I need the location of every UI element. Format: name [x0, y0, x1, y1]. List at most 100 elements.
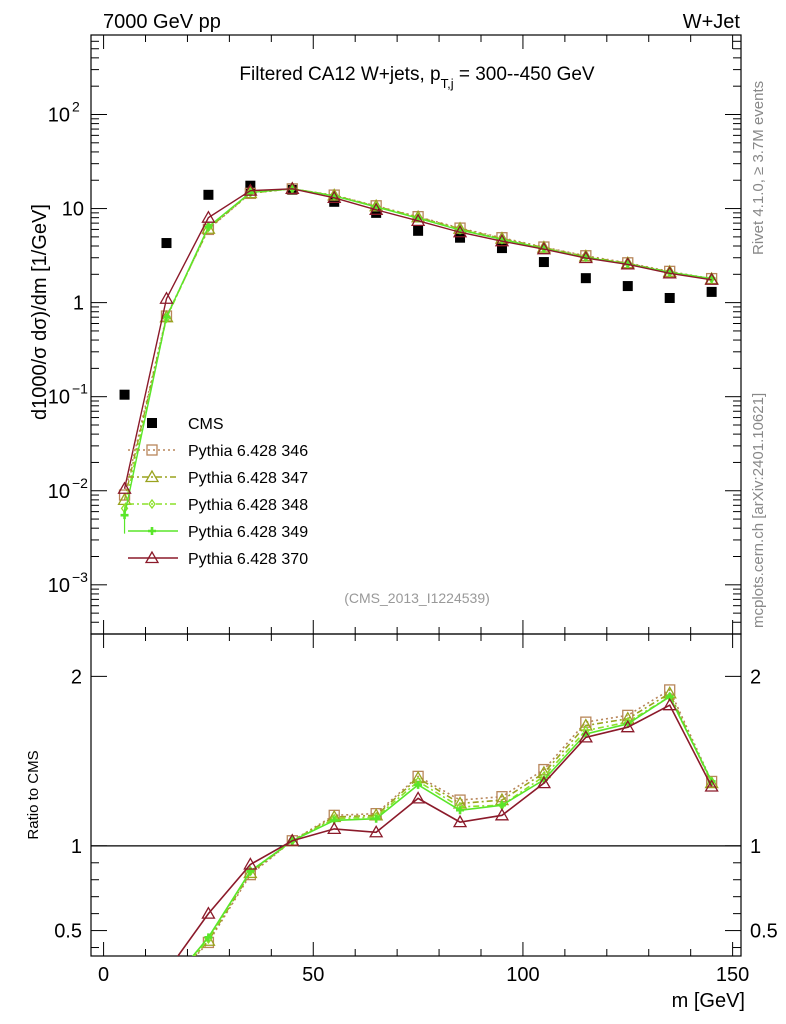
- mc-point-370: [620, 257, 635, 270]
- mc-point-370: [704, 272, 719, 285]
- xlabel: m [GeV]: [672, 990, 745, 1012]
- ratio-series-group: [119, 684, 719, 1011]
- main-title: Filtered CA12 W+jets, pT,j = 300--450 Ge…: [239, 64, 595, 91]
- cms-data-point: [538, 257, 549, 268]
- ratio-point-370: [201, 906, 216, 919]
- mc-line-347: [123, 188, 712, 501]
- main-ylabel: d1000/σ dσ)/dm [1/GeV]: [29, 204, 51, 420]
- y-tick-label-exponent: 2: [72, 98, 80, 114]
- header-right: W+Jet: [683, 11, 741, 33]
- ratio-point-370: [369, 824, 384, 838]
- x-tick-label: 150: [716, 964, 749, 986]
- ratio-line-347: [193, 692, 713, 956]
- y-tick-label-exponent: −3: [72, 569, 88, 585]
- y-tick-label: 1: [73, 293, 84, 315]
- mc-point-370: [536, 241, 552, 255]
- ratio-ylabel: Ratio to CMS: [25, 750, 42, 839]
- ratio-point-370: [578, 730, 593, 743]
- ratio-point-370: [327, 821, 342, 835]
- mc-point-370: [578, 250, 593, 264]
- legend-marker-cms: [147, 418, 157, 428]
- ratio-point-370: [285, 833, 300, 846]
- mc-point-370: [117, 481, 132, 494]
- ratio-point-346: [538, 763, 550, 776]
- ratio-point-346: [161, 982, 171, 992]
- cms-data-point: [161, 238, 172, 249]
- ratio-line-349: [191, 695, 713, 956]
- legend-marker: [148, 527, 156, 535]
- ratio-point-370: [452, 814, 468, 828]
- mc-point-346: [118, 489, 131, 501]
- cms-data-point: [203, 189, 214, 200]
- y-tick-label-exponent: −1: [72, 381, 88, 397]
- ratio-point-349: [204, 933, 213, 942]
- cms-data-point: [455, 232, 466, 243]
- mc-point-370: [201, 210, 216, 223]
- legend: CMS Pythia 6.428 346 Pythia 6.428 347 Pythi…: [128, 416, 308, 568]
- legend-label: CMS: [188, 416, 224, 433]
- ratio-y-tick-label: 0.5: [54, 921, 82, 943]
- mc-line-349: [123, 188, 712, 516]
- cms-data-point: [371, 207, 382, 218]
- legend-marker: [144, 469, 160, 483]
- rivet-label: Rivet 4.1.0, ≥ 3.7M events: [750, 81, 767, 255]
- ratio-point-348: [122, 1001, 128, 1009]
- main-series-group: [117, 180, 719, 534]
- ratio-point-370: [243, 857, 258, 870]
- ratio-point-370: [536, 775, 552, 789]
- y-tick-label: 10: [48, 481, 70, 503]
- ratio-y-tick-label-right: 2: [750, 666, 761, 688]
- mc-point-370: [662, 265, 677, 279]
- ratio-point-349: [372, 814, 381, 823]
- analysis-watermark: (CMS_2013_I1224539): [344, 590, 490, 606]
- ratio-y-tick-label: 1: [71, 836, 82, 858]
- y-tick-label: 10: [48, 387, 70, 409]
- y-tick-label-exponent: −2: [72, 475, 88, 491]
- ratio-point-370: [704, 779, 719, 792]
- ratio-point-349: [121, 1003, 129, 1011]
- legend-label: Pythia 6.428 370: [188, 551, 308, 568]
- cms-data-point: [119, 389, 130, 400]
- ratio-line-346: [194, 688, 713, 956]
- cms-data-point: [580, 273, 591, 284]
- ratio-point-370: [160, 966, 172, 977]
- ratio-point-347: [119, 996, 131, 1007]
- legend-label: Pythia 6.428 348: [188, 497, 308, 514]
- ratio-point-347: [160, 982, 172, 993]
- mcplots-label: mcplots.cern.ch [arXiv:2401.10621]: [750, 393, 767, 628]
- ratio-point-370: [620, 719, 635, 733]
- mc-point-370: [452, 224, 468, 238]
- ratio-y-tick-label-right: 1: [750, 836, 761, 858]
- cms-data-point: [706, 286, 717, 297]
- cms-data-point: [496, 243, 507, 254]
- mc-point-370: [327, 190, 342, 203]
- legend-marker: [148, 498, 156, 510]
- header-left: 7000 GeV pp: [103, 11, 221, 33]
- x-tick-label: 50: [302, 964, 324, 986]
- mc-point-349: [162, 313, 171, 322]
- main-frame: [90, 34, 742, 635]
- ratio-point-370: [662, 697, 677, 711]
- legend-label: Pythia 6.428 346: [188, 443, 308, 460]
- ratio-frame: [90, 633, 742, 957]
- legend-marker: [144, 550, 160, 564]
- legend-marker: [146, 444, 158, 456]
- ratio-point-349: [162, 984, 170, 992]
- mc-line-348: [123, 187, 712, 509]
- ratio-point-370: [494, 808, 510, 821]
- ratio-y-tick-label: 2: [71, 666, 82, 688]
- legend-label: Pythia 6.428 347: [188, 470, 308, 487]
- ratio-line-370: [176, 704, 713, 956]
- cms-data-point: [664, 292, 675, 303]
- x-tick-label: 0: [98, 964, 109, 986]
- ratio-point-349: [497, 801, 506, 810]
- mc-point-370: [243, 183, 258, 196]
- cms-data-point: [413, 225, 424, 236]
- y-tick-label: 10: [48, 104, 70, 126]
- y-tick-label: 10: [62, 199, 84, 221]
- legend-label: Pythia 6.428 349: [188, 524, 308, 541]
- ratio-point-348: [163, 985, 169, 993]
- ratio-point-370: [119, 992, 131, 1003]
